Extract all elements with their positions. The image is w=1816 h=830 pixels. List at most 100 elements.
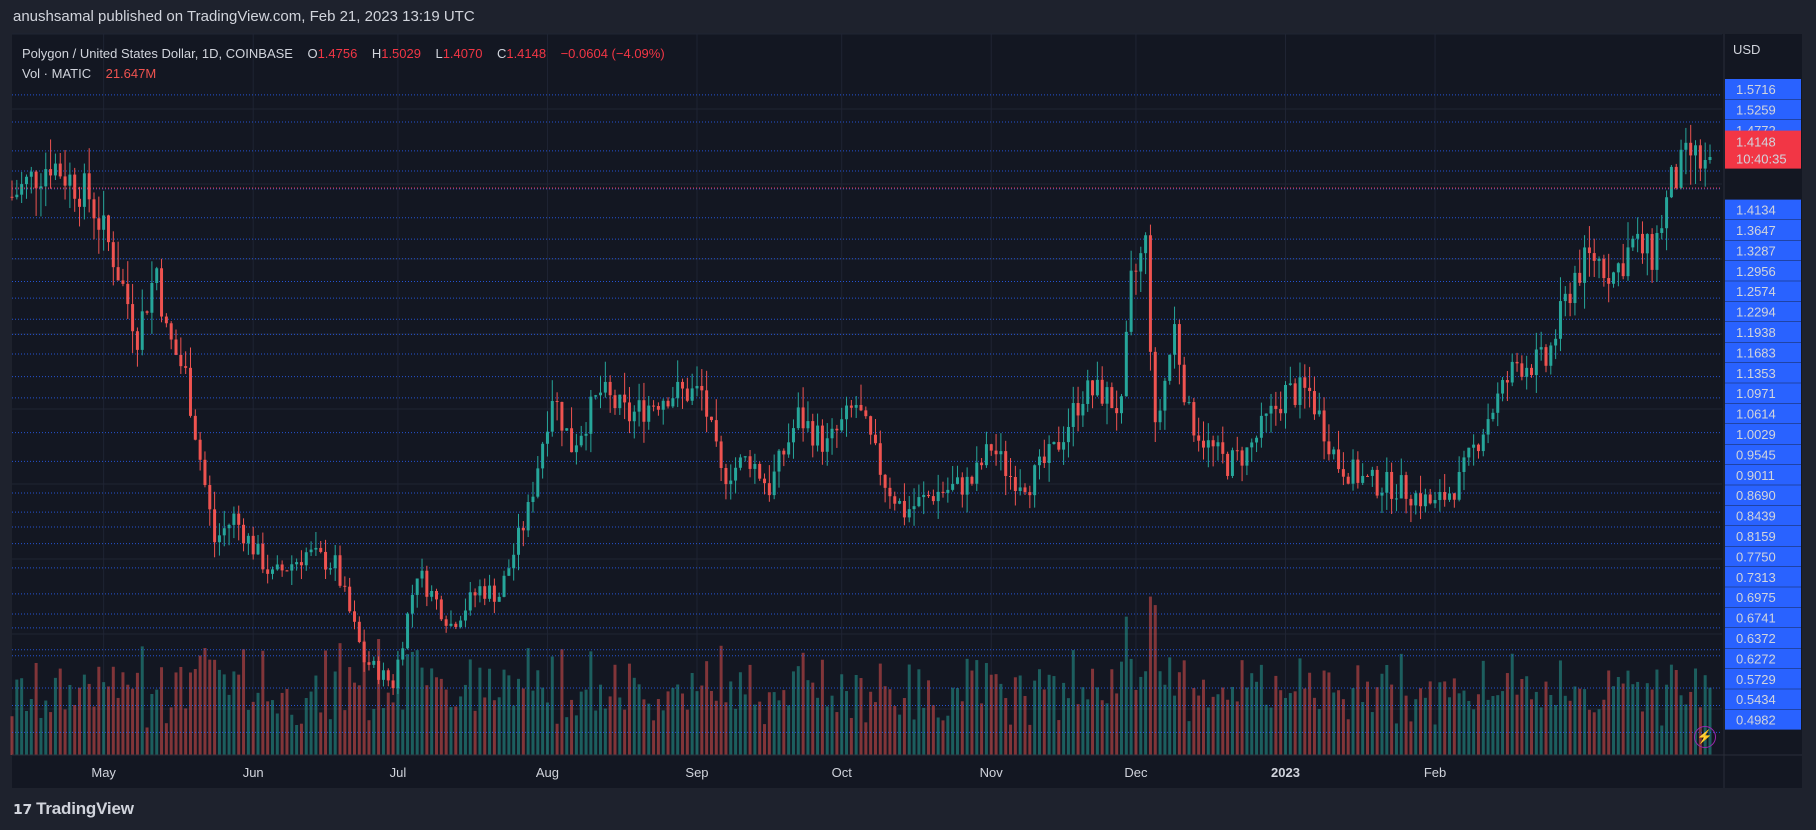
candle-body (63, 176, 67, 186)
candle-body (1337, 449, 1341, 470)
candle-body (227, 524, 231, 529)
time-tick-label: Jun (243, 765, 264, 780)
volume-bar (391, 702, 395, 755)
chart-panel[interactable] (12, 34, 1802, 788)
candle-body (589, 396, 593, 434)
candle-body (97, 218, 101, 230)
time-tick-label: Jul (390, 765, 407, 780)
candle-body (1134, 270, 1138, 272)
volume-bar (782, 690, 786, 755)
candle-body (1448, 493, 1452, 500)
volume-bar (1279, 690, 1283, 755)
volume-bar (256, 692, 260, 755)
candle-body (1385, 471, 1389, 493)
candle-body (1033, 465, 1037, 496)
volume-bar (507, 675, 511, 755)
candle-body (574, 445, 578, 453)
candle-body (729, 480, 733, 485)
candle-body (362, 642, 366, 663)
volume-bar (1510, 653, 1514, 755)
volume-bar (15, 679, 19, 755)
volume-bar (410, 651, 414, 755)
candle-body (1168, 354, 1172, 381)
candle-body (348, 586, 352, 612)
volume-bar (763, 724, 767, 755)
candle-body (709, 416, 713, 421)
volume-bar (1105, 703, 1109, 755)
time-tick-label: Nov (980, 765, 1004, 780)
candle-body (787, 442, 791, 455)
volume-bar (1558, 660, 1562, 755)
candle-body (599, 392, 603, 396)
volume-bar (830, 695, 834, 755)
volume-bar (1684, 704, 1688, 755)
volume-bar (898, 714, 902, 755)
candle-body (242, 524, 246, 544)
volume-bar (1177, 672, 1181, 755)
symbol-title[interactable]: Polygon / United States Dollar, 1D, COIN… (22, 46, 293, 61)
volume-bar (333, 671, 337, 755)
volume-bar (164, 723, 168, 755)
low-label: L (435, 46, 443, 61)
currency-label[interactable]: USD (1733, 42, 1761, 57)
volume-bar (574, 715, 578, 755)
volume-bar (656, 699, 660, 755)
volume-bar (1486, 699, 1490, 755)
candle-body (1631, 238, 1635, 248)
candle-body (700, 385, 704, 391)
candle-body (1110, 387, 1114, 409)
candle-body (164, 316, 168, 324)
countdown-label: 10:40:35 (1736, 152, 1787, 167)
volume-bar (1481, 660, 1485, 755)
candle-body (738, 457, 742, 468)
candle-body (666, 400, 670, 407)
level-tag (1725, 648, 1801, 669)
candle-body (1563, 293, 1567, 302)
volume-bar (1148, 596, 1152, 755)
level-tag (1725, 322, 1801, 342)
volume-label[interactable]: Vol · MATIC (22, 66, 92, 81)
candle-body (290, 564, 294, 571)
candle-body (439, 599, 443, 620)
candle-body (1158, 410, 1162, 423)
volume-bar (584, 689, 588, 755)
volume-bar (58, 668, 62, 755)
volume-bar (1428, 681, 1432, 755)
lightning-icon[interactable]: ⚡ (1694, 726, 1716, 748)
candle-body (343, 585, 347, 587)
candle-body (1655, 232, 1659, 270)
volume-bar (1380, 673, 1384, 755)
candle-body (1674, 166, 1678, 188)
volume-bar (637, 684, 641, 755)
level-tag (1725, 689, 1801, 710)
candle-body (1534, 349, 1538, 376)
volume-bar (34, 662, 38, 755)
volume-bar (324, 650, 328, 755)
volume-bar (618, 697, 622, 755)
candle-body (984, 444, 988, 466)
candle-body (1452, 493, 1456, 500)
tradingview-logo[interactable]: 𝟭𝟳 TradingView (13, 799, 134, 819)
volume-bar (1530, 699, 1534, 755)
candle-body (1679, 149, 1683, 188)
volume-bar (999, 683, 1003, 755)
volume-bar (97, 666, 101, 755)
time-tick-label: Feb (1424, 765, 1446, 780)
candle-body (603, 381, 607, 393)
candle-body (367, 662, 371, 665)
candle-body (1274, 405, 1278, 409)
volume-bar (1062, 682, 1066, 755)
candle-body (902, 500, 906, 518)
candle-body (372, 660, 376, 665)
volume-bar (1322, 670, 1326, 755)
volume-bar (193, 669, 197, 755)
volume-bar (1004, 698, 1008, 755)
volume-bar (652, 720, 656, 755)
candle-body (565, 428, 569, 431)
volume-bar (1115, 693, 1119, 755)
candle-body (213, 509, 217, 543)
change-value: −0.0604 (−4.09%) (560, 46, 665, 61)
candle-body (685, 388, 689, 401)
candle-body (1187, 402, 1191, 404)
